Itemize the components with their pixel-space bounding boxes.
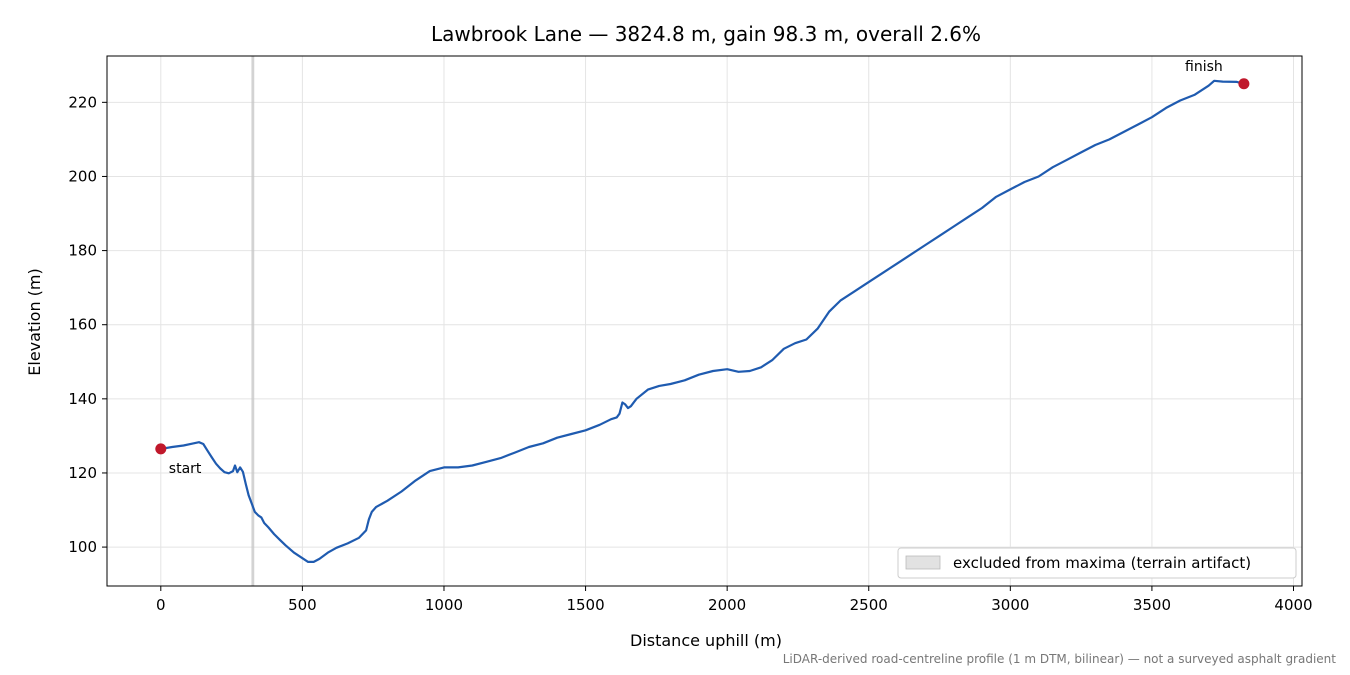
caption-note: LiDAR-derived road-centreline profile (1… xyxy=(782,652,1336,666)
elevation-line xyxy=(160,79,1245,564)
x-tick-label: 2000 xyxy=(708,596,746,614)
y-tick-label: 220 xyxy=(68,93,97,111)
x-tick-label: 500 xyxy=(288,596,317,614)
x-axis-label: Distance uphill (m) xyxy=(630,631,782,650)
finish-marker xyxy=(1238,78,1250,90)
start-marker xyxy=(155,443,167,455)
chart-title: Lawbrook Lane — 3824.8 m, gain 98.3 m, o… xyxy=(431,22,981,46)
legend-box xyxy=(897,547,1297,579)
x-tick-label: 1000 xyxy=(425,596,463,614)
y-tick-label: 100 xyxy=(68,538,97,556)
axis-ticks: 0 500 1000 1500 2000 2500 3000 3500 4000 100 120 14… xyxy=(68,93,1312,614)
x-tick-label: 2500 xyxy=(850,596,888,614)
plot-frame xyxy=(106,55,1303,587)
elevation-line-group xyxy=(160,79,1245,564)
legend-swatch xyxy=(905,555,941,570)
x-tick-label: 1500 xyxy=(566,596,604,614)
endpoint-markers xyxy=(155,78,1250,455)
y-tick-label: 120 xyxy=(68,464,97,482)
x-tick-label: 3500 xyxy=(1133,596,1171,614)
y-tick-label: 160 xyxy=(68,316,97,334)
start-annotation: start xyxy=(169,461,202,477)
y-tick-label: 180 xyxy=(68,242,97,260)
grid-lines xyxy=(107,56,1302,586)
x-tick-label: 0 xyxy=(156,596,166,614)
excluded-band-group xyxy=(251,56,255,586)
finish-annotation: finish xyxy=(1185,59,1223,75)
y-axis-label: Elevation (m) xyxy=(25,268,44,375)
x-tick-label: 3000 xyxy=(991,596,1029,614)
legend-entry-label: excluded from maxima (terrain artifact) xyxy=(953,554,1251,572)
y-tick-label: 200 xyxy=(68,167,97,185)
legend: excluded from maxima (terrain artifact) xyxy=(897,547,1297,579)
y-tick-label: 140 xyxy=(68,390,97,408)
x-tick-label: 4000 xyxy=(1274,596,1312,614)
excluded-band xyxy=(251,56,255,586)
